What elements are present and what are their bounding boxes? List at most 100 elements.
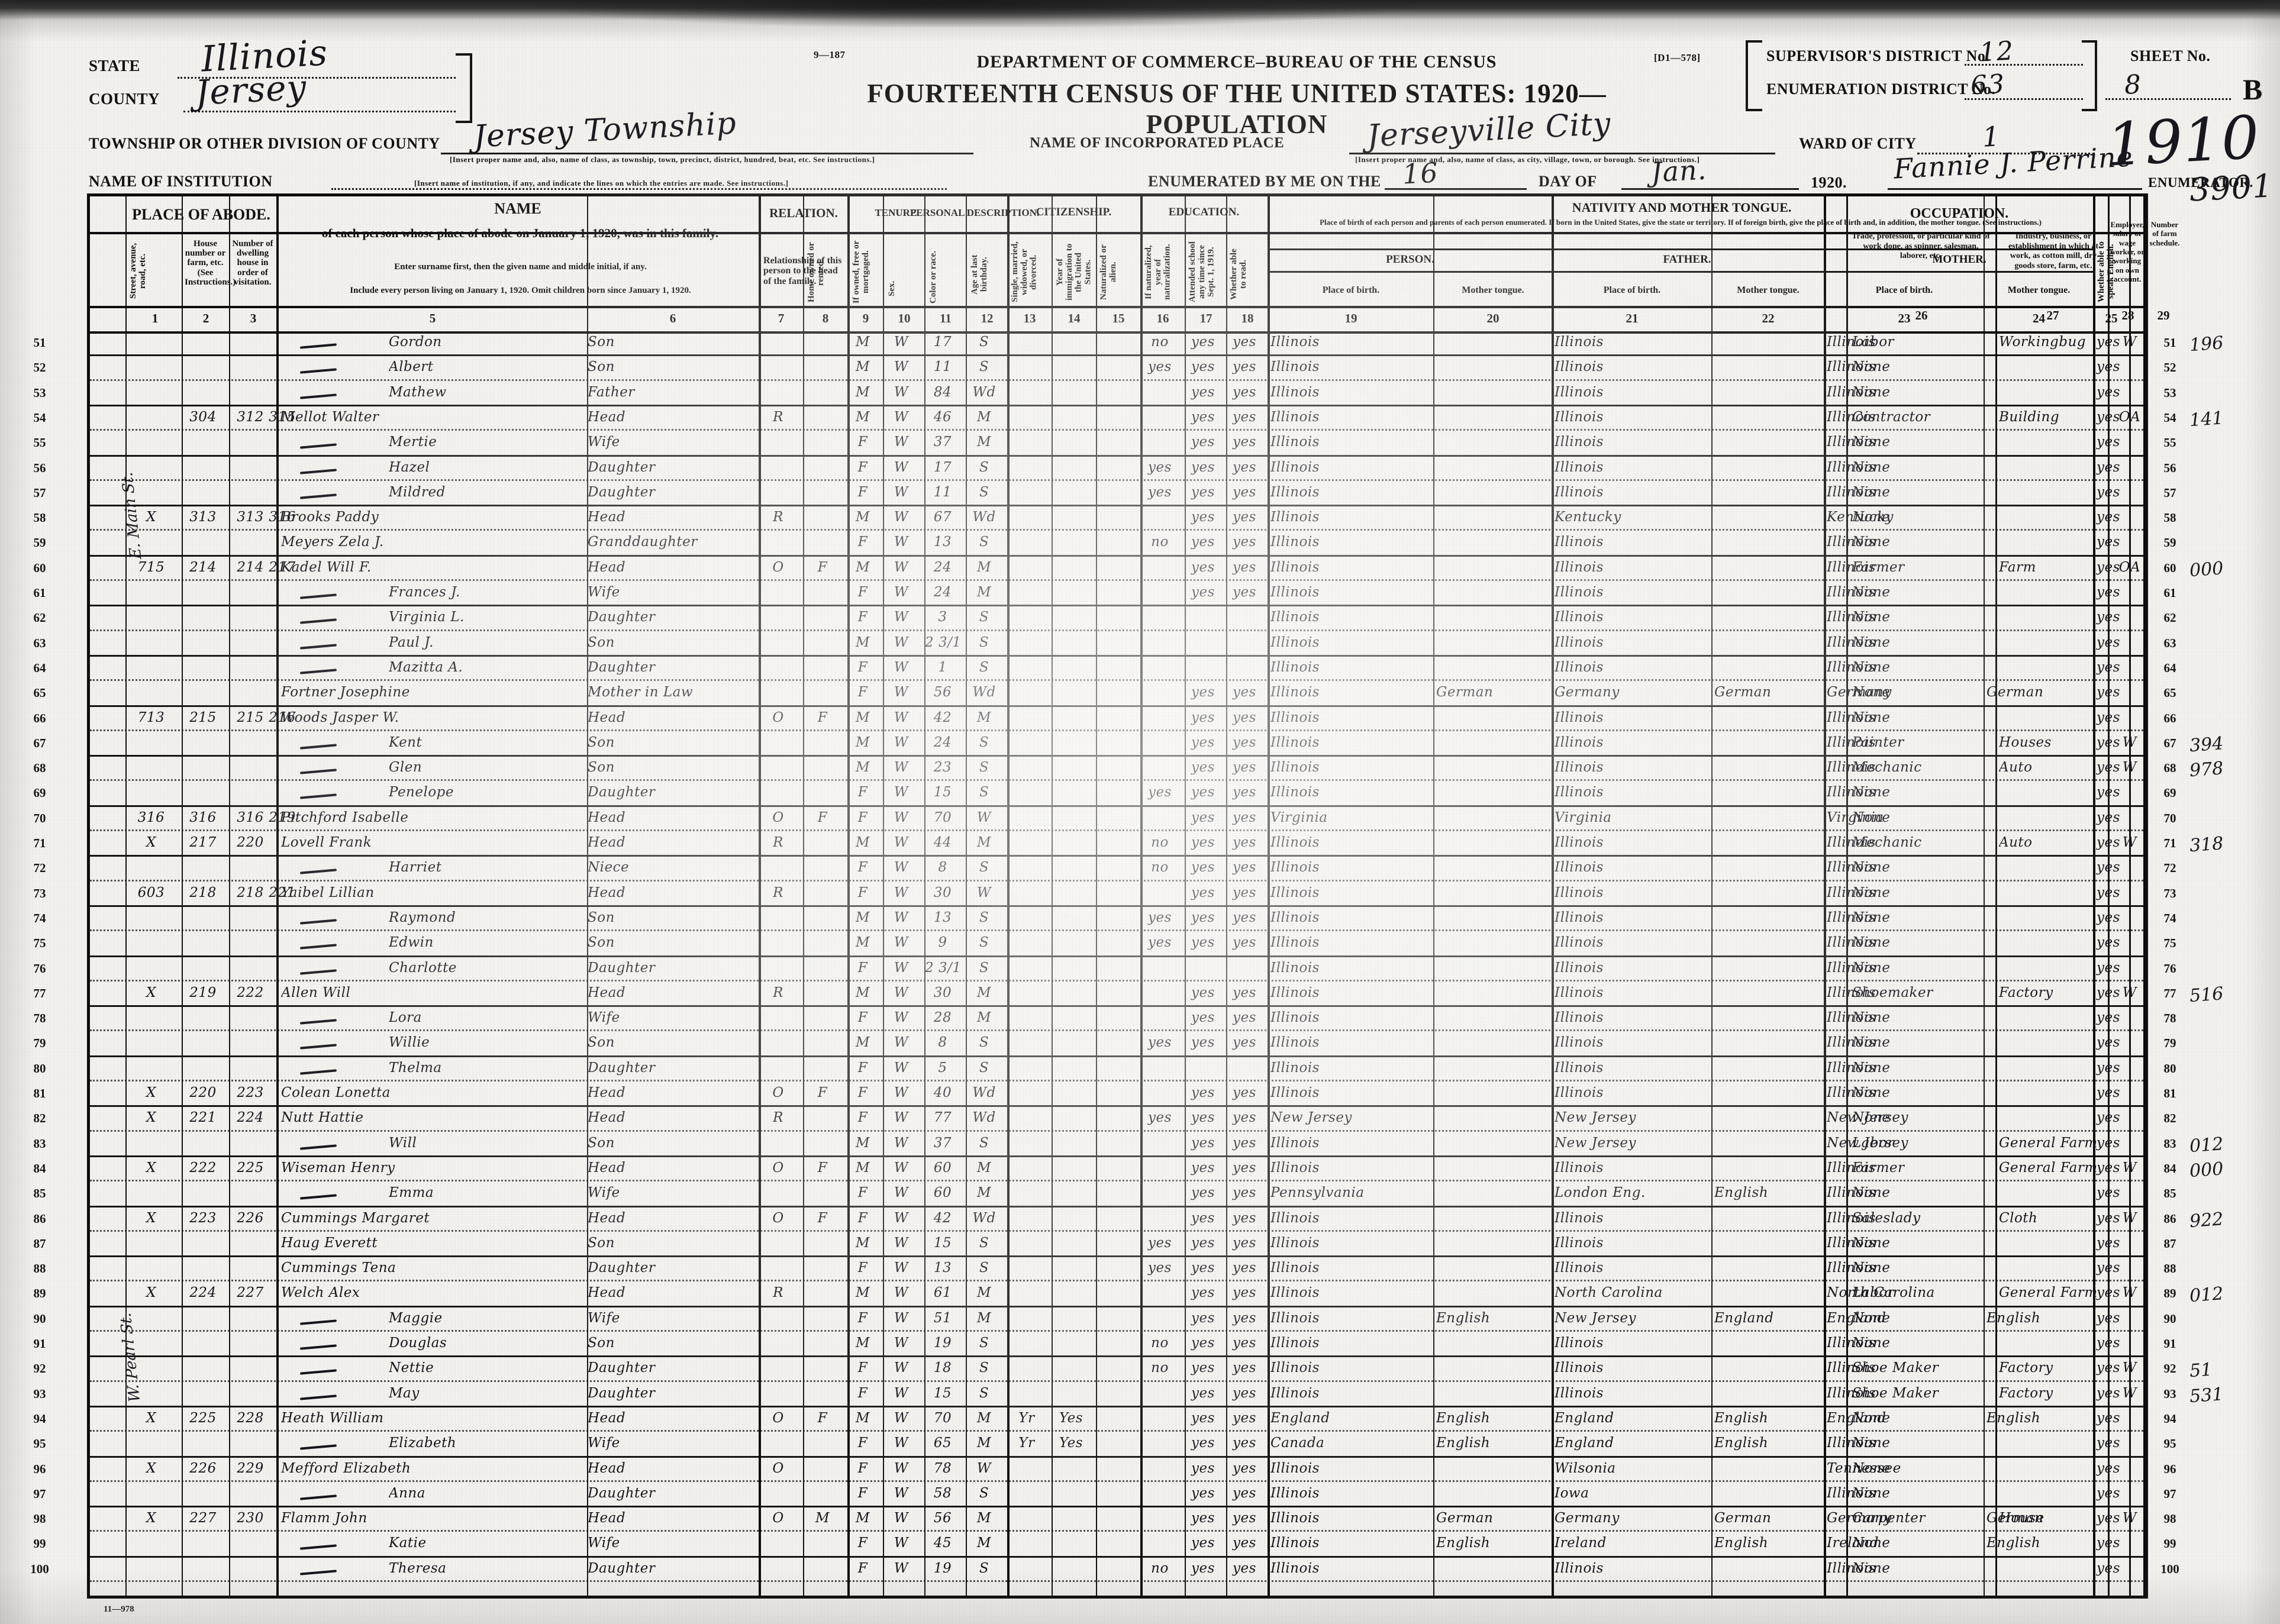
col-line-1 [125, 196, 127, 1596]
cell-marital-77: M [976, 984, 992, 1000]
cell-street-71: X [146, 835, 156, 850]
cell-sex-60: M [855, 559, 870, 575]
cell-marital-98: M [976, 1510, 992, 1526]
cell-sex-68: M [855, 760, 870, 776]
cell-occupation-69: None [1852, 784, 1891, 800]
cell-marital-96: W [976, 1460, 992, 1476]
row-number-right-68: 68 [2163, 761, 2176, 776]
incorporated-value: Jerseyville City [1366, 106, 1612, 154]
cell-marital-67: S [979, 734, 989, 750]
cell-age-74: 13 [933, 909, 952, 925]
cell-english-83: yes [2097, 1135, 2120, 1151]
row-number-left-96: 96 [33, 1461, 46, 1476]
cell-age-54: 46 [933, 409, 952, 425]
cell-father-birthplace-57: Illinois [1555, 484, 1604, 500]
cell-age-79: 8 [938, 1035, 947, 1051]
cell-relation-63: Son [588, 634, 615, 650]
row-number-right-67: 67 [2163, 735, 2176, 750]
row-number-left-98: 98 [33, 1512, 46, 1526]
cell-marital-70: W [976, 809, 992, 825]
row-number-right-53: 53 [2163, 385, 2176, 400]
cell-age-99: 45 [933, 1535, 952, 1551]
enumeration-district-value: 63 [1969, 69, 2006, 101]
cell-birthplace-78: Illinois [1270, 1010, 1320, 1026]
cell-birthplace-84: Illinois [1270, 1160, 1320, 1176]
cell-read-74: yes [1191, 909, 1215, 925]
form-code: [D1—578] [1654, 52, 1701, 63]
cell-employer-98: W [2122, 1510, 2137, 1526]
cell-birthplace-82: New Jersey [1270, 1110, 1352, 1126]
cell-birthplace-66: Illinois [1270, 709, 1320, 725]
cell-write-53: yes [1233, 384, 1256, 400]
row-number-right-84: 84 [2163, 1161, 2176, 1176]
incorporated-rule [1349, 153, 1775, 154]
cell-employer-68: W [2122, 760, 2137, 776]
cell-marital-91: S [979, 1335, 989, 1351]
cell-read-95: yes [1191, 1435, 1215, 1451]
col-num-11: 11 [940, 311, 952, 325]
col-head-12: Single, married, widowed, or divorced. [1010, 241, 1039, 303]
row-number-left-74: 74 [33, 911, 46, 925]
cell-employer-93: W [2122, 1385, 2137, 1401]
cell-write-61: yes [1233, 585, 1256, 600]
cell-write-67: yes [1233, 734, 1256, 750]
cell-age-58: 67 [933, 509, 952, 525]
cell-father-birthplace-58: Kentucky [1555, 509, 1621, 525]
cell-birthplace-51: Illinois [1270, 334, 1320, 350]
cell-write-65: yes [1233, 685, 1256, 700]
cell-dwelling-89: 227 [237, 1285, 264, 1301]
cell-father-birthplace-55: Illinois [1555, 434, 1604, 450]
cell-mother-birthplace-51: Illinois [1827, 334, 1876, 350]
cell-read-53: yes [1191, 384, 1215, 400]
cell-birthplace-92: Illinois [1270, 1360, 1320, 1376]
cell-mother-birthplace-79: Illinois [1827, 1035, 1876, 1051]
cell-read-72: yes [1191, 860, 1215, 876]
cell-english-96: yes [2097, 1460, 2120, 1476]
cell-mother-birthplace-52: Illinois [1827, 359, 1876, 375]
cell-age-87: 15 [933, 1235, 952, 1251]
cell-sex-70: F [857, 809, 868, 825]
cell-mother-mothertongue-94: English [1986, 1410, 2041, 1426]
col-num-18: 18 [1241, 311, 1254, 325]
cell-father-birthplace-73: Illinois [1555, 884, 1604, 900]
col-num-17: 17 [1199, 311, 1212, 325]
cell-relation-71: Head [588, 835, 626, 850]
cell-write-66: yes [1233, 709, 1256, 725]
col-line-21 [1711, 196, 1713, 1596]
year-label: 1920. [1811, 174, 1847, 191]
cell-street-84: X [146, 1160, 156, 1176]
cell-house-71: 217 [189, 835, 217, 850]
ward-of-city-value: 1 [1981, 120, 2001, 153]
cell-write-71: yes [1233, 835, 1256, 850]
cell-english-71: yes [2097, 835, 2120, 850]
cell-industry-68: Auto [1999, 760, 2033, 776]
cell-age-52: 11 [933, 359, 952, 375]
department-title: DEPARTMENT OF COMMERCE–BUREAU OF THE CEN… [976, 52, 1497, 72]
cell-read-86: yes [1191, 1210, 1215, 1226]
cell-industry-89: General Farm [1999, 1285, 2098, 1301]
cell-birthplace-54: Illinois [1270, 409, 1320, 425]
col-num-22: 22 [1762, 311, 1775, 325]
cell-name-93: May [389, 1385, 420, 1401]
row-number-right-94: 94 [2163, 1411, 2176, 1426]
cell-relation-93: Daughter [588, 1385, 656, 1401]
cell-mother-birthplace-83: New Jersey [1827, 1135, 1908, 1151]
cell-read-60: yes [1191, 559, 1215, 575]
cell-name-56: Hazel [389, 459, 430, 475]
cell-birthplace-53: Illinois [1270, 384, 1320, 400]
cell-birthplace-98: Illinois [1270, 1510, 1320, 1526]
cell-mother-birthplace-88: Illinois [1827, 1260, 1876, 1276]
header-rule-2 [90, 306, 2143, 308]
state-rule [178, 77, 456, 79]
cell-write-89: yes [1233, 1285, 1256, 1301]
cell-name-65: Fortner Josephine [281, 685, 410, 700]
cell-birthplace-100: Illinois [1270, 1560, 1320, 1576]
cell-mother-birthplace-60: Illinois [1827, 559, 1876, 575]
cell-name-66: Woods Jasper W. [281, 709, 399, 725]
cell-father-birthplace-61: Illinois [1555, 585, 1604, 600]
col-num-1: 1 [151, 311, 159, 325]
cell-read-54: yes [1191, 409, 1215, 425]
cell-sex-55: F [857, 434, 868, 450]
cell-mother-birthplace-65: Germany [1827, 685, 1892, 700]
cell-sex-79: M [855, 1035, 870, 1051]
